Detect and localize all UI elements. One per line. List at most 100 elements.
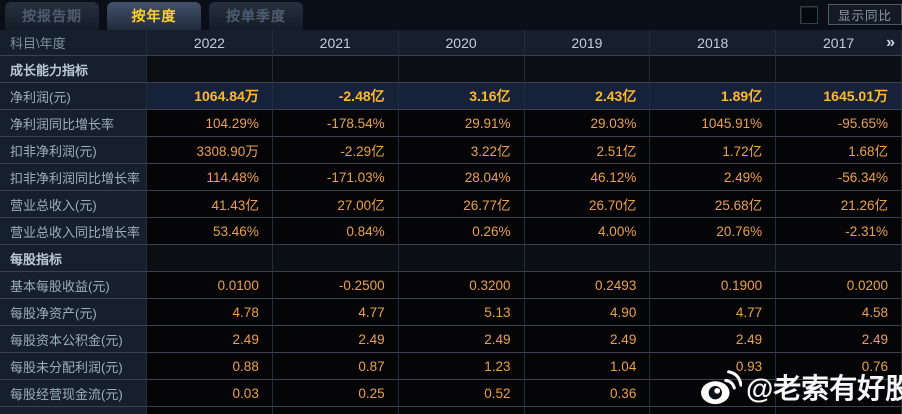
value-cell: 20.76% [650, 218, 777, 245]
value-cell: 4.58 [776, 299, 902, 326]
value-cell: -178.54% [272, 110, 399, 137]
yoy-controls: 显示同比 [799, 4, 902, 25]
value-cell [776, 380, 902, 407]
value-cell: 26.77亿 [398, 191, 525, 218]
row-label: 每股未分配利润(元) [0, 353, 147, 380]
value-cell: 4.78 [147, 299, 273, 326]
value-cell: 0.88 [147, 353, 273, 380]
row-label: 每股经营现金流(元) [0, 380, 147, 407]
value-cell: 104.29% [147, 110, 273, 137]
more-years-icon[interactable]: » [886, 33, 895, 51]
value-cell: 0.0200 [776, 272, 902, 299]
row-label: 净利润(元) [0, 83, 147, 110]
table-header-row: 科目\年度 2022 2021 2020 2019 2018 2017» [0, 30, 902, 56]
value-cell: 0.76 [776, 353, 902, 380]
table-row: 扣非净利润(元) 3308.90万 -2.29亿 3.22亿 2.51亿 1.72亿 1.6… [0, 137, 902, 164]
value-cell [650, 245, 777, 272]
row-label: 基本每股收益(元) [0, 272, 147, 299]
value-cell: 28.04% [398, 164, 525, 191]
value-cell [776, 245, 902, 272]
value-cell: 1045.91% [650, 110, 777, 137]
value-cell: 1.72亿 [650, 137, 777, 164]
row-label: 每股净资产(元) [0, 299, 147, 326]
value-cell: -56.34% [776, 164, 902, 191]
value-cell: 27.00亿 [272, 191, 399, 218]
row-label: 成长能力指标 [0, 56, 147, 83]
value-cell: 3.22亿 [398, 137, 525, 164]
value-cell: 41.43亿 [147, 191, 273, 218]
financial-table: 科目\年度 2022 2021 2020 2019 2018 2017» 成长能力指标 净利… [0, 30, 902, 414]
value-cell: 3.16亿 [398, 83, 525, 110]
value-cell: -171.03% [272, 164, 399, 191]
value-cell: 2.49 [650, 326, 777, 353]
value-cell: 4.77 [650, 299, 777, 326]
corner-header: 科目\年度 [0, 30, 147, 56]
value-cell: 2.49 [776, 326, 902, 353]
value-cell: 25.68亿 [650, 191, 777, 218]
value-cell: 46.12% [524, 164, 651, 191]
value-cell: 0.1900 [650, 272, 777, 299]
value-cell [524, 56, 651, 83]
table-body: 成长能力指标 净利润(元) 1064.84万 -2.48亿 3.16亿 2.43亿 1.89… [0, 56, 902, 414]
value-cell [524, 245, 651, 272]
value-cell: 29.03% [524, 110, 651, 137]
value-cell: 2.51亿 [524, 137, 651, 164]
year-header-2018: 2018 [650, 30, 777, 56]
value-cell [650, 56, 777, 83]
tab-report-period[interactable]: 按报告期 [5, 2, 99, 30]
value-cell [147, 56, 273, 83]
value-cell: 2.49 [398, 326, 525, 353]
value-cell: 1.68亿 [776, 137, 902, 164]
value-cell: 0.26% [398, 218, 525, 245]
table-row: 营业总收入(元) 41.43亿 27.00亿 26.77亿 26.70亿 25.68亿 21… [0, 191, 902, 218]
value-cell: -2.29亿 [272, 137, 399, 164]
value-cell: 0.84% [272, 218, 399, 245]
value-cell: 2.49 [147, 326, 273, 353]
value-cell: 29.91% [398, 110, 525, 137]
value-cell: 1.89亿 [650, 83, 777, 110]
tab-quarterly[interactable]: 按单季度 [209, 2, 303, 30]
value-cell: -0.2500 [272, 272, 399, 299]
row-label: 营业总收入(元) [0, 191, 147, 218]
tab-yearly[interactable]: 按年度 [107, 2, 201, 30]
year-header-2020: 2020 [398, 30, 525, 56]
table-row: 每股未分配利润(元) 0.88 0.87 1.23 1.04 0.93 0.76 [0, 353, 902, 380]
value-cell [776, 56, 902, 83]
table-row: 每股经营现金流(元) 0.03 0.25 0.52 0.36 [0, 380, 902, 407]
value-cell: 0.36 [524, 380, 651, 407]
value-cell: 4.77 [272, 299, 399, 326]
value-cell: 5.13 [398, 299, 525, 326]
value-cell [272, 245, 399, 272]
value-cell: 1.04 [524, 353, 651, 380]
row-label: 营业总收入同比增长率 [0, 218, 147, 245]
value-cell: -95.65% [776, 110, 902, 137]
year-header-2022: 2022 [147, 30, 273, 56]
table-row: 基本每股收益(元) 0.0100 -0.2500 0.3200 0.2493 0.1900… [0, 272, 902, 299]
value-cell: -2.48亿 [272, 83, 399, 110]
table-row: 成长能力指标 [0, 56, 902, 83]
value-cell: -2.31% [776, 218, 902, 245]
table-row: 扣非净利润同比增长率 114.48% -171.03% 28.04% 46.12% 2.4… [0, 164, 902, 191]
table-row: 每股净资产(元) 4.78 4.77 5.13 4.90 4.77 4.58 [0, 299, 902, 326]
value-cell: 0.0100 [147, 272, 273, 299]
value-cell [398, 56, 525, 83]
row-label: 扣非净利润同比增长率 [0, 164, 147, 191]
year-header-2017: 2017 [776, 30, 902, 56]
value-cell: 4.00% [524, 218, 651, 245]
value-cell [650, 380, 777, 407]
table-row-clipped [0, 407, 902, 414]
value-cell: 2.49% [650, 164, 777, 191]
value-cell: 53.46% [147, 218, 273, 245]
value-cell: 0.03 [147, 380, 273, 407]
show-yoy-checkbox[interactable] [799, 5, 818, 24]
show-yoy-button[interactable]: 显示同比 [827, 4, 902, 25]
year-header-2019: 2019 [524, 30, 651, 56]
table-row: 营业总收入同比增长率 53.46% 0.84% 0.26% 4.00% 20.76% -2.… [0, 218, 902, 245]
value-cell: 0.2493 [524, 272, 651, 299]
row-label: 每股资本公积金(元) [0, 326, 147, 353]
value-cell: 21.26亿 [776, 191, 902, 218]
value-cell [147, 245, 273, 272]
table-row: 净利润同比增长率 104.29% -178.54% 29.91% 29.03% 1045.… [0, 110, 902, 137]
value-cell: 2.49 [524, 326, 651, 353]
value-cell: 2.43亿 [524, 83, 651, 110]
